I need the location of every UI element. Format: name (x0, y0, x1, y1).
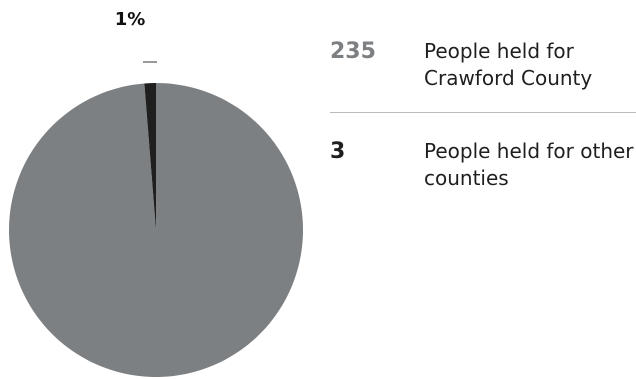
legend-value-crawford: 235 (330, 39, 376, 64)
legend-label-crawford: People held for Crawford County (424, 39, 593, 90)
legend-item-other: 3 People held for other counties (330, 138, 634, 208)
pie-slice-crawford (8, 83, 303, 377)
pie-slices (8, 83, 303, 377)
legend-value-other: 3 (330, 139, 346, 164)
pie-slice-other (144, 83, 156, 230)
legend-divider (330, 112, 636, 113)
legend-label-other: People held for other counties (424, 139, 634, 190)
small-slice-percent-label: 1% (114, 9, 146, 30)
legend-item-crawford: 235 People held for Crawford County (330, 38, 630, 108)
